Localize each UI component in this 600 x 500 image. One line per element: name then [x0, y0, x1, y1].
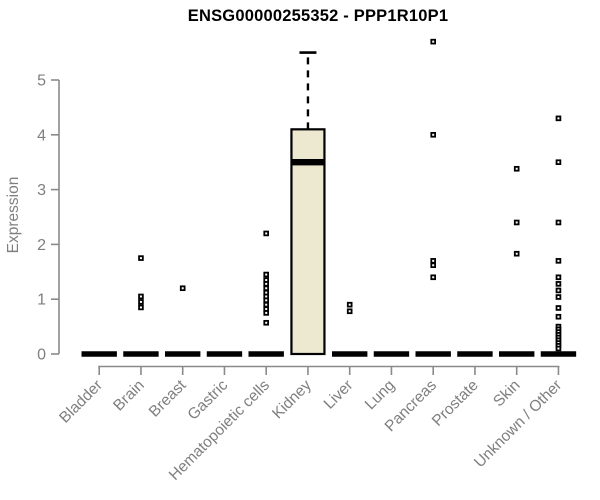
chart-title: ENSG00000255352 - PPP1R10P1: [187, 7, 449, 25]
y-tick-label: 4: [37, 127, 46, 144]
outlier-point-center: [557, 161, 560, 164]
outlier-point-center: [265, 321, 268, 324]
zero-median-bar: [540, 351, 577, 357]
outlier-point-center: [265, 279, 268, 282]
outlier-point-center: [265, 232, 268, 235]
outlier-point-center: [348, 303, 351, 306]
outlier-point-center: [181, 287, 184, 290]
outlier-point-center: [139, 300, 142, 303]
x-tick-label: Skin: [490, 377, 523, 410]
outlier-point-center: [265, 295, 268, 298]
outlier-point-center: [265, 291, 268, 294]
zero-median-bar: [206, 351, 243, 357]
zero-median-bar: [81, 351, 117, 357]
boxplot-group: [499, 165, 535, 357]
outlier-point-center: [557, 347, 560, 350]
outlier-point-center: [432, 259, 435, 262]
outlier-point-center: [515, 252, 518, 255]
boxplot-group: [248, 230, 284, 357]
outlier-point-center: [265, 303, 268, 306]
boxplot-group: [457, 351, 493, 357]
y-tick-label: 5: [37, 73, 46, 90]
outlier-point-center: [139, 306, 142, 309]
boxplot-group: [415, 38, 451, 357]
zero-median-bar: [332, 351, 368, 357]
boxplot-group: [165, 285, 201, 357]
boxplot-group: [290, 51, 326, 356]
x-tick-label: Lung: [362, 377, 398, 413]
outlier-point-center: [432, 276, 435, 279]
outlier-point-center: [139, 257, 142, 260]
box: [290, 128, 326, 356]
zero-median-bar: [499, 351, 535, 357]
zero-median-bar: [123, 351, 159, 357]
outlier-point-center: [557, 282, 560, 285]
x-tick-label: Breast: [146, 376, 190, 420]
outlier-point-center: [265, 308, 268, 311]
zero-median-bar: [373, 351, 410, 357]
zero-median-bar: [248, 351, 284, 357]
outlier-point-center: [432, 40, 435, 43]
zero-median-bar: [165, 351, 201, 357]
outlier-point-center: [557, 289, 560, 292]
median-line: [291, 159, 325, 166]
outlier-point-center: [265, 273, 268, 276]
x-tick-label: Kidney: [269, 377, 315, 423]
boxplot-group: [206, 351, 243, 357]
y-tick-label: 2: [37, 237, 46, 254]
y-tick-label: 0: [37, 347, 46, 364]
boxplot-group: [332, 301, 368, 357]
outlier-point-center: [348, 310, 351, 313]
outlier-point-center: [432, 264, 435, 267]
outlier-point-center: [139, 295, 142, 298]
outlier-point-center: [557, 296, 560, 299]
outlier-point-center: [557, 259, 560, 262]
outlier-point-center: [557, 117, 560, 120]
y-tick-label: 1: [37, 292, 46, 309]
outlier-point-center: [515, 167, 518, 170]
x-tick-label: Prostate: [429, 377, 482, 430]
boxplot-group: [123, 255, 159, 357]
outlier-point-center: [265, 287, 268, 290]
outlier-point-center: [557, 221, 560, 224]
outlier-point-center: [432, 133, 435, 136]
outlier-point-center: [265, 299, 268, 302]
outlier-point-center: [265, 311, 268, 314]
y-tick-label: 3: [37, 182, 46, 199]
boxplot-group: [540, 115, 577, 357]
boxplot-group: [81, 351, 117, 357]
outlier-point-center: [265, 282, 268, 285]
boxplot-group: [373, 351, 410, 357]
outlier-point-center: [515, 221, 518, 224]
x-tick-label: Bladder: [56, 377, 106, 427]
zero-median-bar: [457, 351, 493, 357]
x-tick-label: Brain: [110, 377, 148, 415]
outlier-point-center: [557, 306, 560, 309]
outlier-point-center: [557, 276, 560, 279]
x-tick-label: Liver: [321, 377, 357, 413]
outlier-point-center: [557, 315, 560, 318]
zero-median-bar: [415, 351, 451, 357]
